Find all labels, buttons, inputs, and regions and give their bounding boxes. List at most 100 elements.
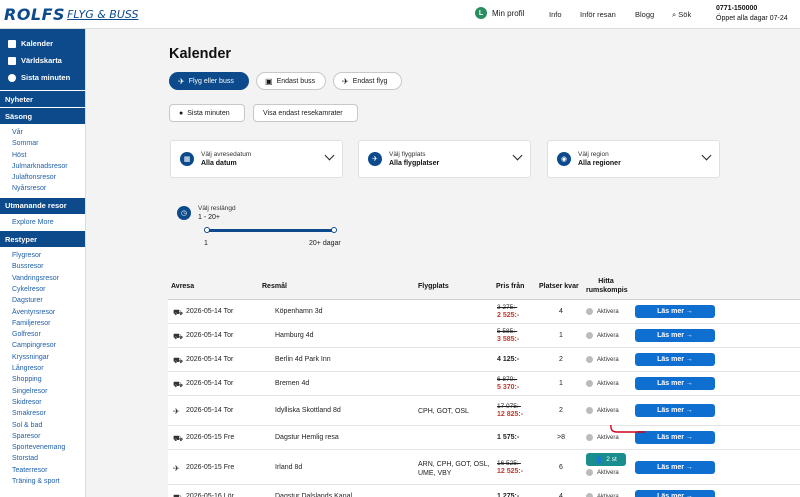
sidebar-news[interactable]: Nyheter: [0, 91, 85, 107]
read-more-button[interactable]: Läs mer →: [635, 404, 715, 417]
sidebar-link[interactable]: Explore More: [12, 218, 54, 226]
nav-before-trip[interactable]: Inför resan: [580, 10, 616, 19]
row-price: 4 125:-: [497, 356, 520, 363]
profile-link[interactable]: L Min profil: [475, 7, 524, 19]
sidebar-link[interactable]: Träning & sport: [12, 478, 60, 486]
travel-buddy-toggle[interactable]: Visa endast resekamrater: [253, 104, 358, 122]
read-more-button[interactable]: Läs mer →: [635, 305, 715, 318]
activate-toggle[interactable]: Aktivera: [586, 434, 619, 441]
activate-toggle[interactable]: Aktivera: [586, 356, 619, 363]
row-seats: 2: [559, 356, 563, 363]
sidebar-link[interactable]: Flygresor: [12, 252, 42, 260]
sidebar-link[interactable]: Storstad: [12, 455, 39, 463]
table-row[interactable]: ✈ 2026-05-14 Tor Idylliska Skottland 8d CPH…: [168, 396, 800, 426]
row-destination[interactable]: Dagstur Hemlig resa: [275, 434, 339, 441]
row-seats: 2: [559, 407, 563, 414]
profile-label: Min profil: [492, 8, 525, 18]
row-destination[interactable]: Idylliska Skottland 8d: [275, 407, 341, 414]
row-destination[interactable]: Berlin 4d Park Inn: [275, 356, 331, 363]
sidebar-link[interactable]: Nyårsresor: [12, 185, 47, 193]
length-slider-track[interactable]: [207, 229, 335, 232]
pill-plane-or-bus[interactable]: ✈ Flyg eller buss: [169, 72, 249, 90]
airport-filter[interactable]: ✈ Välj flygplats Alla flygplatser: [358, 140, 531, 178]
col-airport: Flygplats: [418, 283, 449, 290]
clock-icon: ●: [179, 109, 184, 117]
last-minute-toggle[interactable]: ● Sista minuten: [169, 104, 245, 122]
sidebar-link[interactable]: Vår: [12, 129, 23, 136]
sidebar-link[interactable]: Golfresor: [12, 331, 41, 339]
col-date: Avresa: [171, 283, 195, 290]
length-slider-max-handle[interactable]: [331, 227, 337, 233]
main-content: Kalender ✈ Flyg eller buss ▣ Endast buss ✈…: [87, 29, 800, 497]
pill-bus-only[interactable]: ▣ Endast buss: [256, 72, 326, 90]
sidebar-link[interactable]: Kryssningar: [12, 353, 49, 361]
activate-toggle[interactable]: Aktivera: [586, 332, 619, 339]
page-title: Kalender: [169, 46, 232, 62]
sidebar-link[interactable]: Familjeresor: [12, 319, 51, 327]
row-sale-price: 2 525:-: [497, 312, 520, 319]
sidebar-link[interactable]: Höst: [12, 151, 27, 159]
sidebar-link[interactable]: Långresor: [12, 365, 44, 373]
activate-toggle[interactable]: Aktivera: [586, 308, 619, 315]
read-more-button[interactable]: Läs mer →: [635, 490, 715, 497]
pill-plane-only[interactable]: ✈ Endast flyg: [333, 72, 402, 90]
length-filter[interactable]: ◷ Välj reslängd 1 - 20+: [177, 204, 236, 222]
sidebar-link[interactable]: Vandringsresor: [12, 274, 59, 282]
read-more-button[interactable]: Läs mer →: [635, 329, 715, 342]
row-destination[interactable]: Köpenhamn 3d: [275, 308, 323, 315]
logo[interactable]: ROLFS FLYG & BUSS: [4, 5, 138, 24]
sidebar-link[interactable]: Singelresor: [12, 387, 48, 395]
table-row[interactable]: ⛟ 2026-05-14 Tor Berlin 4d Park Inn 4 125:-…: [168, 348, 800, 372]
sidebar-item-last-minute[interactable]: Sista minuten: [0, 69, 85, 86]
sidebar-link[interactable]: Julaftonsresor: [12, 174, 56, 182]
nav-blog[interactable]: Blogg: [635, 10, 655, 19]
row-destination[interactable]: Irland 8d: [275, 464, 303, 471]
sidebar-link[interactable]: Shopping: [12, 376, 42, 384]
table-row[interactable]: ✈ 2026-05-15 Fre Irland 8d ARN, CPH, GOT, O…: [168, 450, 800, 485]
sidebar-item-world-map[interactable]: Världskarta: [0, 52, 85, 69]
table-row[interactable]: ⛟ 2026-05-14 Tor Hamburg 4d 5 585:- 3 585:- 1…: [168, 324, 800, 348]
row-date: 2026-05-14 Tor: [186, 308, 234, 315]
phone-number[interactable]: 0771-150000: [716, 5, 758, 12]
sidebar-link[interactable]: Smakresor: [12, 410, 46, 418]
sidebar-link[interactable]: Sommar: [12, 140, 39, 148]
row-sale-price: 12 525:-: [497, 468, 524, 475]
sidebar-link[interactable]: Teaterresor: [12, 466, 48, 474]
read-more-button[interactable]: Läs mer →: [635, 461, 715, 474]
calendar-icon: [8, 39, 16, 48]
table-row[interactable]: ⛟ 2026-05-14 Tor Köpenhamn 3d 3 275:- 2 525:…: [168, 300, 800, 324]
sidebar-link[interactable]: Skidresor: [12, 398, 42, 406]
toggle-dot: [586, 356, 593, 363]
sidebar-link[interactable]: Bussresor: [12, 263, 44, 271]
col-seats: Platser kvar: [539, 283, 579, 290]
nav-info[interactable]: Info: [549, 10, 562, 19]
activate-toggle[interactable]: Aktivera: [586, 493, 619, 497]
read-more-button[interactable]: Läs mer →: [635, 431, 715, 444]
sidebar-item-calendar[interactable]: Kalender: [0, 35, 85, 52]
region-filter[interactable]: ◉ Välj region Alla regioner: [547, 140, 720, 178]
activate-toggle[interactable]: Aktivera: [586, 380, 619, 387]
table-row[interactable]: ⛟ 2026-05-14 Tor Bremen 4d 6 870:- 5 370:- 1 A…: [168, 372, 800, 396]
table-row[interactable]: ⛟ 2026-05-15 Fre Dagstur Hemlig resa 1 575:…: [168, 426, 800, 450]
date-filter[interactable]: ▦ Välj avresedatum Alla datum: [170, 140, 343, 178]
nav-search[interactable]: ⌕ Sök: [672, 10, 691, 20]
row-destination[interactable]: Hamburg 4d: [275, 332, 314, 339]
activate-toggle[interactable]: Aktivera: [586, 469, 619, 476]
read-more-button[interactable]: Läs mer →: [635, 377, 715, 390]
sidebar-link[interactable]: Dagsturer: [12, 297, 43, 305]
filter-label: Välj avresedatum: [201, 151, 252, 158]
sidebar-link[interactable]: Äventyrsresor: [12, 308, 56, 316]
sidebar-link[interactable]: Cykelresor: [12, 285, 46, 293]
read-more-button[interactable]: Läs mer →: [635, 353, 715, 366]
sidebar-link[interactable]: Sol & bad: [12, 421, 43, 429]
sidebar-link[interactable]: Sparesor: [12, 432, 41, 440]
sidebar-link[interactable]: Sportevenemang: [12, 444, 66, 452]
sidebar-link[interactable]: Campingresor: [12, 342, 56, 350]
row-destination[interactable]: Bremen 4d: [275, 380, 310, 387]
length-slider-min-handle[interactable]: [204, 227, 210, 233]
table-row[interactable]: ⛟2026-05-16 Lör Dagstur Dalslands Kanal 1 …: [168, 485, 800, 497]
sidebar-link[interactable]: Julmarknadsresor: [12, 162, 68, 170]
row-destination[interactable]: Dagstur Dalslands Kanal: [275, 493, 353, 497]
buddy-count-badge[interactable]: 👤 2 st: [586, 453, 626, 466]
activate-toggle[interactable]: Aktivera: [586, 407, 619, 414]
